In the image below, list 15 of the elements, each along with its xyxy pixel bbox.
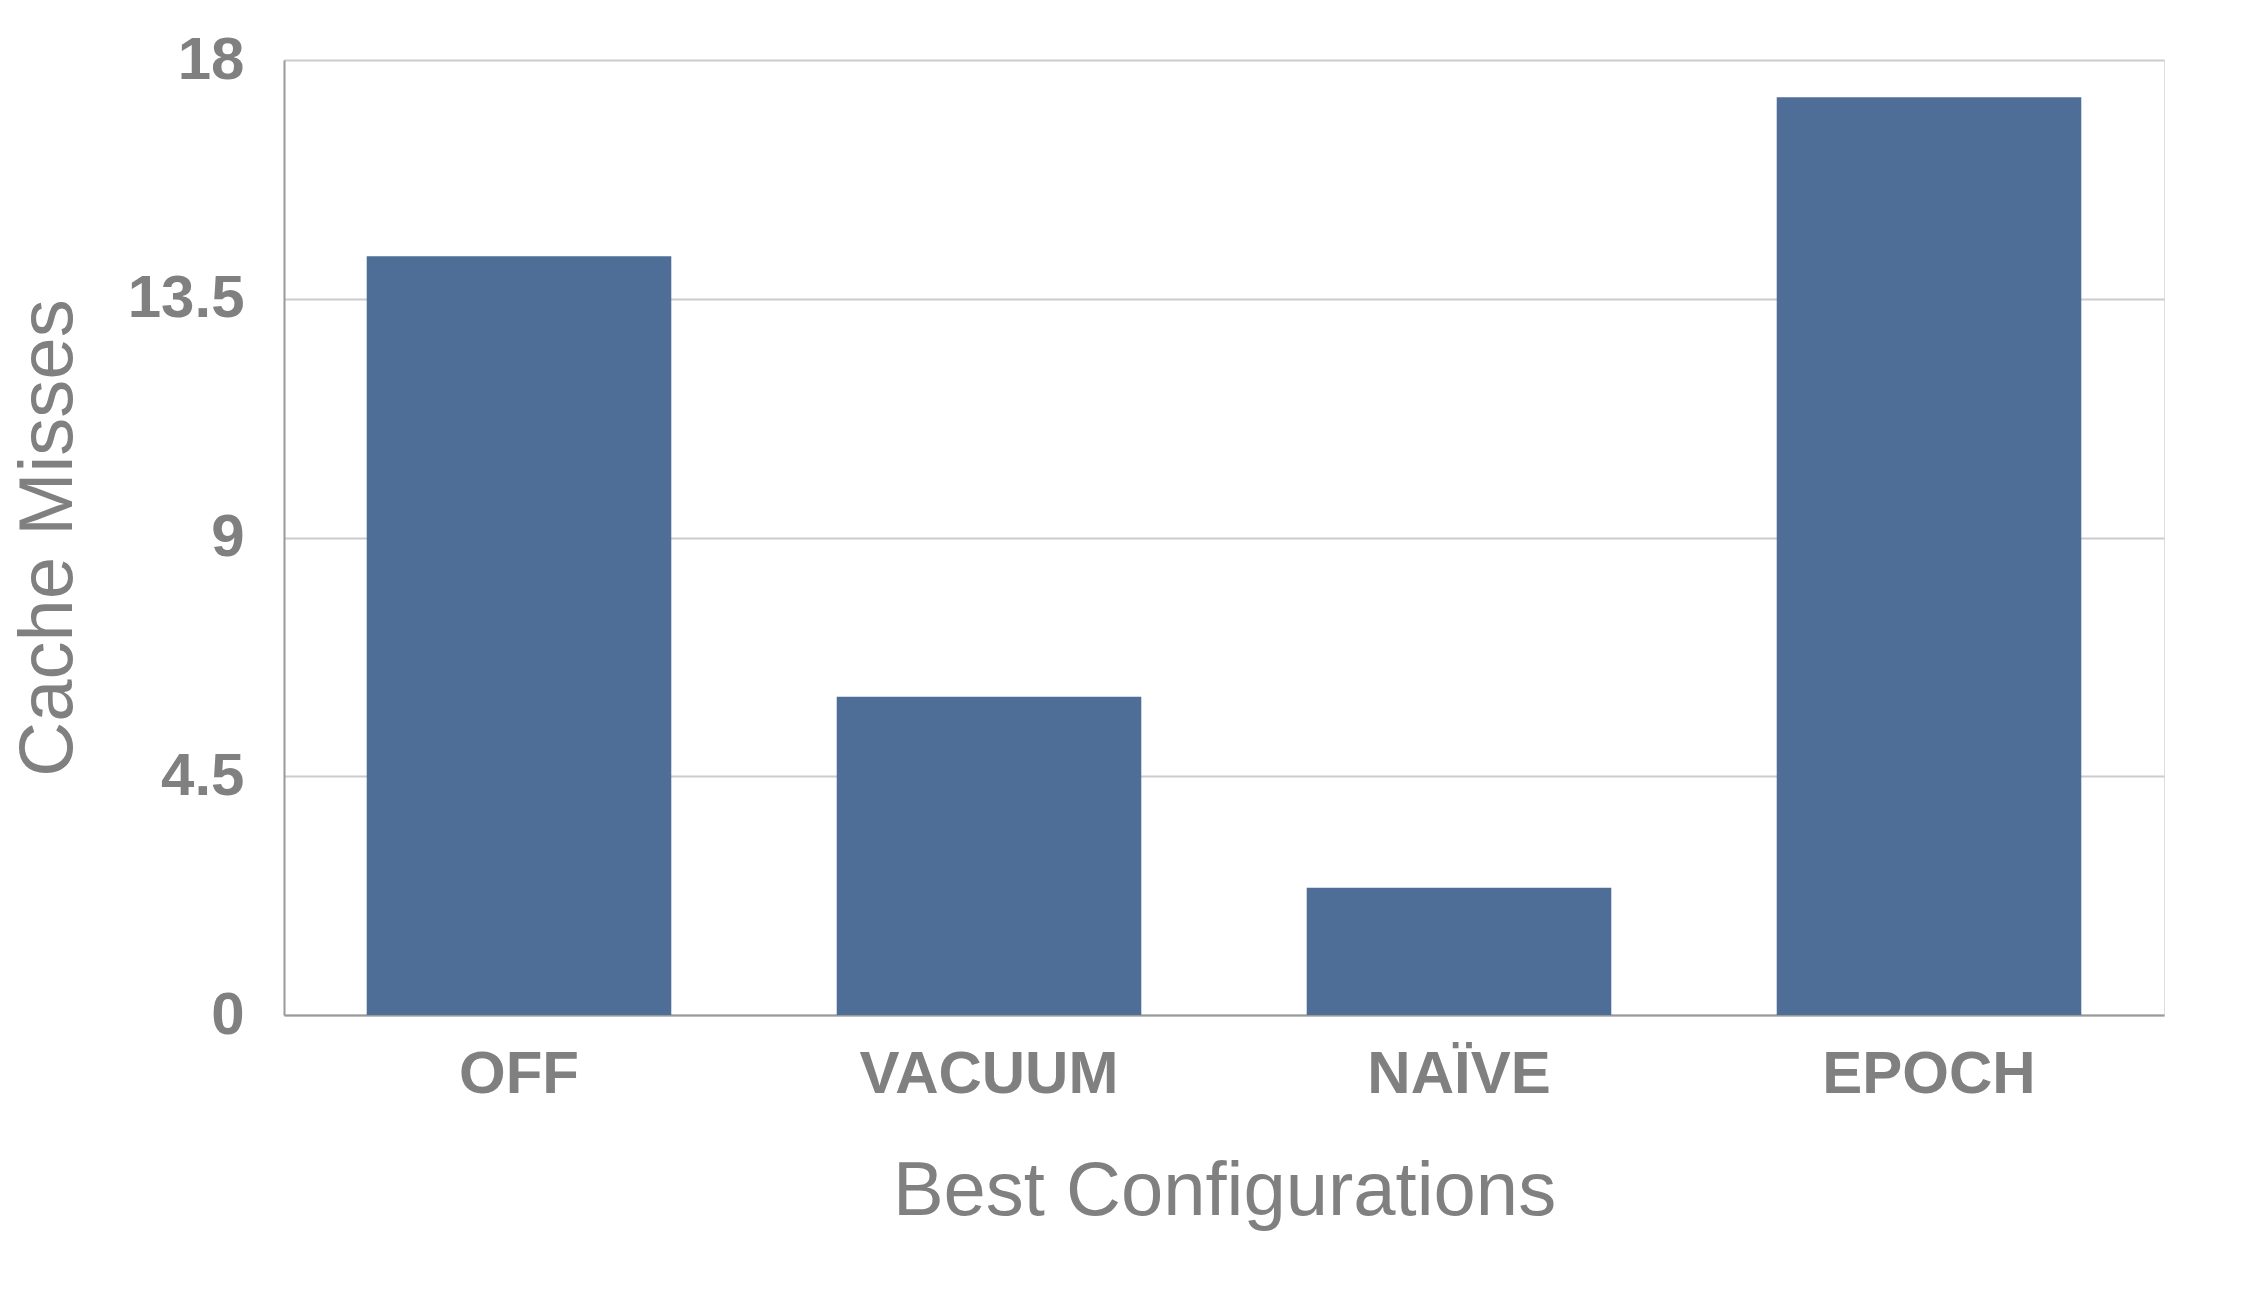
bar [836, 696, 1142, 1015]
x-tick-label: VACUUM [859, 1038, 1119, 1106]
y-tick-label: 18 [177, 24, 245, 92]
x-axis-title: Best Configurations [892, 1145, 1557, 1231]
bar [1306, 887, 1612, 1015]
x-tick-label: OFF [459, 1038, 579, 1106]
y-tick-label: 9 [211, 502, 245, 569]
y-axis-title: Cache Misses [2, 299, 88, 777]
y-tick-label: 4.5 [161, 740, 245, 808]
y-tick-label: 13.5 [127, 263, 245, 331]
y-tick-label: 0 [211, 979, 245, 1047]
bar [1776, 97, 2082, 1015]
x-tick-label: NAÏVE [1367, 1038, 1551, 1106]
x-tick-label: EPOCH [1822, 1038, 2036, 1106]
bar [366, 256, 672, 1015]
